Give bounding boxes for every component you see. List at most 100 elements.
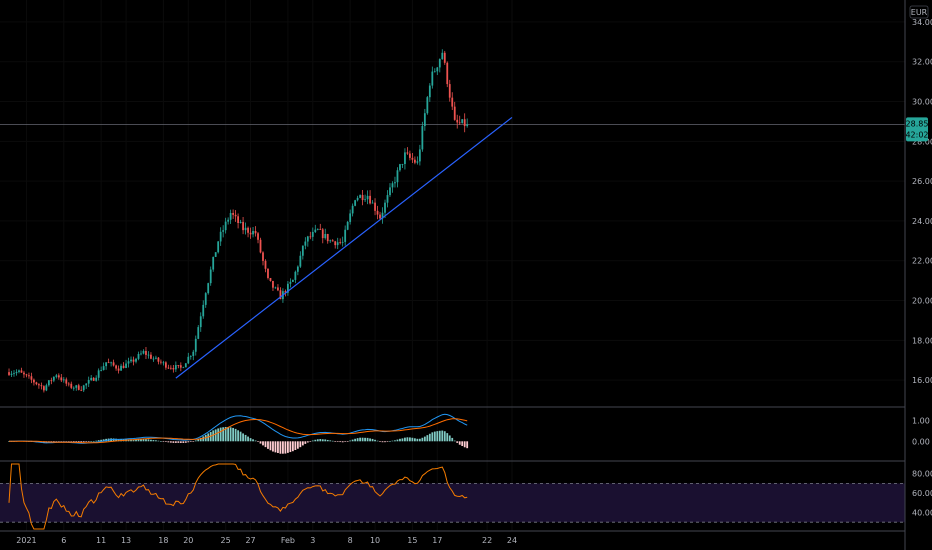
candle [219, 227, 222, 246]
time-tick-label: 6 [61, 536, 66, 545]
candle [443, 50, 446, 65]
macd-bar [274, 441, 277, 453]
candle [62, 377, 65, 383]
macd-bar [404, 437, 406, 442]
candle [224, 217, 227, 234]
candle [80, 386, 83, 392]
price-tick-label: 28.00 [912, 137, 932, 146]
candle [436, 67, 439, 76]
macd-bar [279, 441, 282, 454]
macd-bar [252, 439, 254, 442]
candle [344, 225, 347, 246]
rsi-band [0, 483, 905, 523]
macd-bar [140, 439, 142, 442]
macd-bar [441, 430, 444, 442]
macd-bar [304, 441, 307, 444]
candle [252, 227, 254, 238]
price-tick-label: 16.00 [912, 376, 932, 385]
currency-label[interactable]: EUR [909, 5, 929, 19]
candle [117, 365, 120, 374]
candle [102, 362, 105, 371]
candle [461, 118, 464, 124]
macd-bar [406, 437, 409, 442]
candle [381, 207, 384, 224]
candle [331, 239, 334, 242]
macd-bar [97, 440, 100, 442]
countdown-label: 42:02 [905, 130, 928, 139]
macd-signal-line [9, 418, 468, 444]
macd-bar [421, 437, 424, 442]
candle [277, 284, 279, 292]
macd-pane[interactable] [8, 413, 469, 454]
macd-bar [155, 440, 157, 442]
macd-bar [87, 441, 90, 442]
candle [125, 359, 127, 369]
macd-bar [85, 441, 88, 442]
time-tick-label: Feb [281, 536, 295, 545]
macd-bar [177, 441, 180, 443]
candle [247, 226, 249, 238]
macd-bar [202, 436, 205, 442]
rsi-pane[interactable] [0, 463, 905, 530]
macd-bar [214, 429, 217, 442]
candle [177, 364, 180, 369]
candle [164, 361, 167, 370]
time-tick-label: 11 [96, 536, 106, 545]
price-tick-label: 22.00 [912, 257, 932, 266]
macd-bar [217, 428, 220, 442]
candle [242, 216, 244, 235]
candle [311, 227, 314, 241]
trendline[interactable] [175, 116, 513, 379]
macd-bar [244, 434, 247, 442]
candle [232, 209, 235, 219]
candle [426, 95, 429, 115]
price-pane[interactable] [0, 49, 905, 393]
candle [209, 266, 212, 286]
price-axis[interactable]: 16.00 18.00 20.00 22.00 24.00 26.00 28.00 30.00… [912, 18, 932, 518]
candle [364, 194, 366, 202]
candle [299, 251, 302, 268]
pane-dividers [0, 0, 906, 550]
candle [326, 233, 329, 244]
candle [301, 245, 304, 260]
macd-bar [391, 440, 394, 442]
macd-bar [242, 433, 244, 442]
macd-bar [197, 439, 200, 442]
candle [411, 153, 414, 164]
macd-bar [229, 427, 232, 442]
macd-bar [324, 439, 327, 442]
macd-bar [389, 441, 391, 442]
candle [229, 209, 232, 224]
macd-bar [172, 441, 175, 443]
candle [366, 190, 369, 205]
candle [406, 147, 409, 155]
rsi-tick-label: 40.00 [912, 509, 932, 518]
candle [456, 114, 459, 129]
candle [197, 325, 200, 340]
currency-text: EUR [911, 8, 928, 17]
candle [52, 376, 55, 383]
macd-bar [448, 435, 451, 442]
time-tick-label: 27 [245, 536, 255, 545]
candle [140, 350, 142, 356]
macd-bar [336, 441, 339, 442]
macd-bar [346, 441, 349, 442]
macd-bar [451, 437, 454, 442]
candle [115, 364, 117, 371]
candle [438, 58, 441, 73]
macd-bar [264, 441, 267, 448]
candle [8, 368, 10, 377]
macd-bar [137, 439, 140, 442]
candle [324, 228, 327, 240]
candle [339, 238, 342, 245]
macd-bar [257, 441, 259, 442]
macd-bar [379, 441, 381, 442]
macd-bar [152, 440, 155, 442]
macd-bar [461, 441, 464, 446]
candle [394, 176, 396, 188]
candle [189, 355, 192, 360]
time-axis[interactable]: 2021 6 11 13 18 20 25 27 Feb 3 8 10 15 17 22 24 [16, 536, 517, 545]
price-tick-label: 34.00 [912, 18, 932, 27]
candle [433, 68, 436, 73]
